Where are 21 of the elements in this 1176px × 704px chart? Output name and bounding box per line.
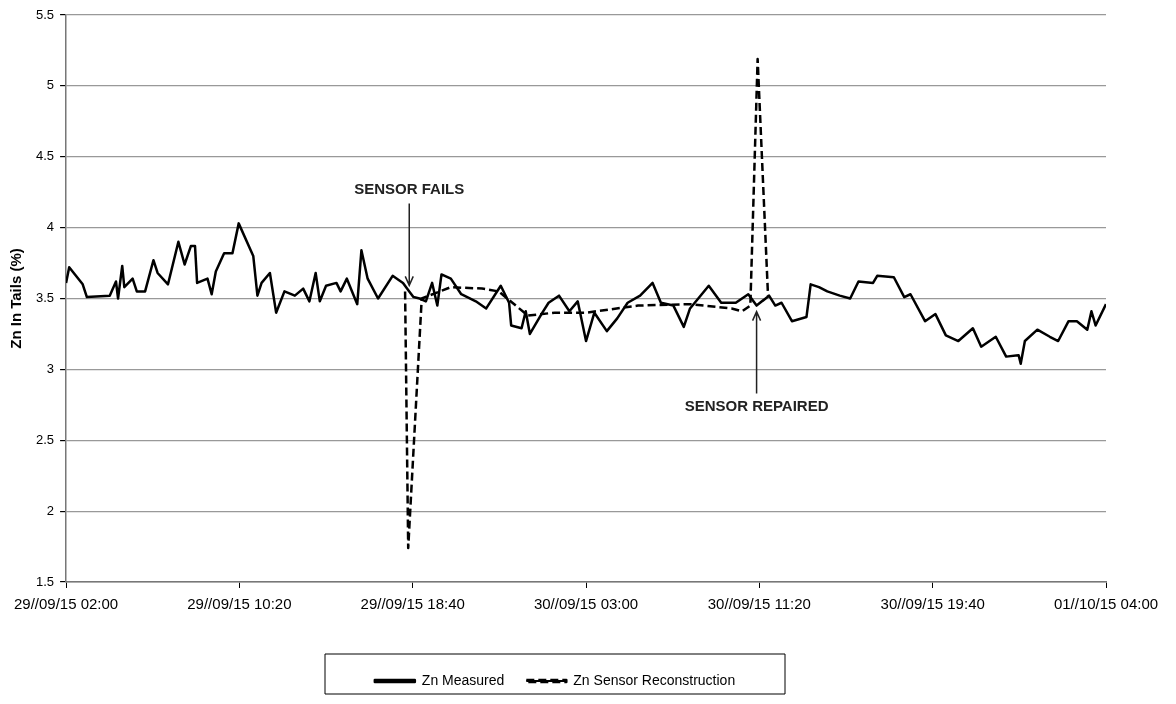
y-tick-label: 4 bbox=[46, 219, 55, 235]
y-tick-label: 5 bbox=[46, 77, 55, 93]
y-tick-label: 2 bbox=[46, 502, 55, 518]
y-tick-label: 2.5 bbox=[35, 431, 55, 447]
legend-label: Zn Sensor Reconstruction bbox=[573, 671, 736, 688]
x-tick-label: 29//09/15 18:40 bbox=[360, 595, 465, 613]
y-axis-title: Zn In Tails (%) bbox=[7, 248, 25, 349]
x-tick-label: 29//09/15 10:20 bbox=[187, 595, 292, 613]
y-tick-label: 5.5 bbox=[35, 6, 55, 22]
x-tick-label: 30//09/15 11:20 bbox=[707, 595, 811, 613]
x-tick-label: 29//09/15 02:00 bbox=[13, 595, 119, 613]
y-tick-label: 3.5 bbox=[35, 290, 55, 306]
y-tick-label: 4.5 bbox=[35, 148, 55, 164]
annotation: SENSOR FAILS bbox=[354, 180, 465, 198]
x-tick-label: 30//09/15 03:00 bbox=[533, 595, 639, 613]
y-tick-label: 3 bbox=[46, 360, 55, 376]
x-tick-label: 01//10/15 04:00 bbox=[1053, 595, 1159, 613]
legend-label: Zn Measured bbox=[421, 671, 505, 688]
x-tick-label: 30//09/15 19:40 bbox=[880, 595, 985, 613]
annotation: SENSOR REPAIRED bbox=[684, 397, 829, 415]
y-tick-label: 1.5 bbox=[35, 573, 55, 589]
